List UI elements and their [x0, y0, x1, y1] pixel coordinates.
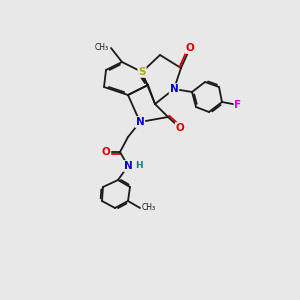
- Text: S: S: [138, 67, 146, 77]
- Text: O: O: [102, 147, 110, 157]
- Text: N: N: [124, 161, 132, 171]
- Text: N: N: [136, 117, 144, 127]
- Text: F: F: [234, 100, 242, 110]
- Text: CH₃: CH₃: [95, 44, 109, 52]
- Text: N: N: [169, 84, 178, 94]
- Text: CH₃: CH₃: [142, 203, 156, 212]
- Text: O: O: [176, 123, 184, 133]
- Text: H: H: [135, 160, 142, 169]
- Text: O: O: [186, 43, 194, 53]
